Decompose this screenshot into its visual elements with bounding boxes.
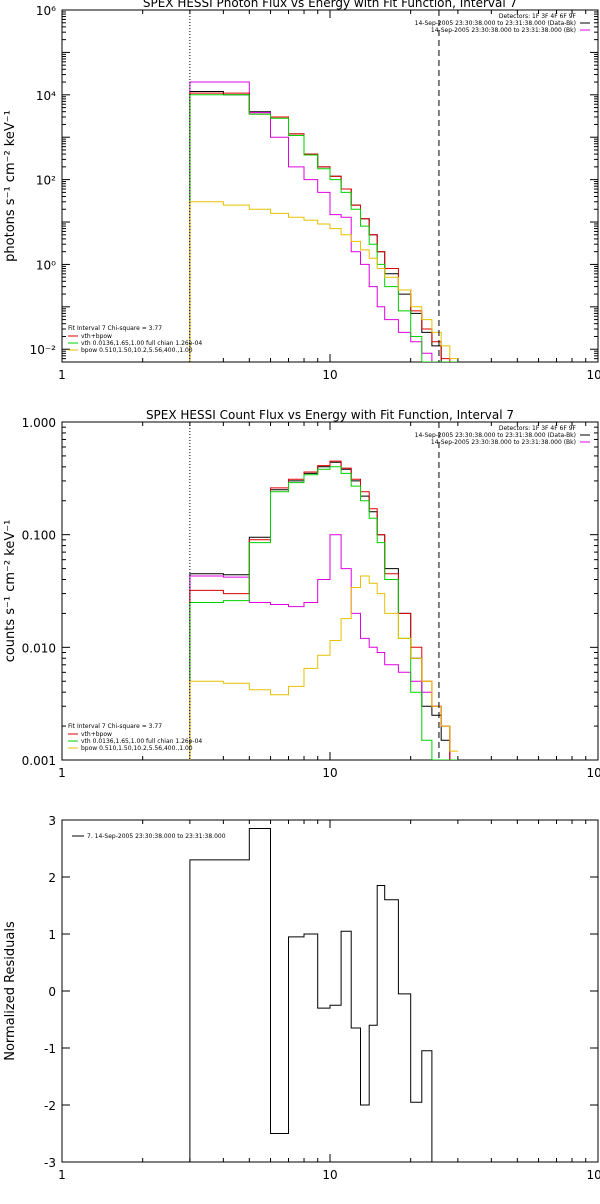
- x-tick-label: 1: [58, 766, 66, 780]
- series-line-bpow: [189, 575, 458, 760]
- series-line-data: [189, 461, 458, 760]
- y-tick-label: 10⁻²: [30, 343, 57, 357]
- fit-legend-entry: bpow 0.510,1.50,10.2,5.56,400.,1.00: [81, 347, 193, 354]
- series-group: [189, 828, 442, 1162]
- y-tick-label: 0.010: [22, 641, 56, 655]
- y-tick-label: 2: [48, 871, 56, 885]
- series-group: [189, 460, 458, 760]
- y-axis-label: photons s⁻¹ cm⁻² keV⁻¹: [3, 110, 18, 262]
- y-tick-label: 0: [48, 985, 56, 999]
- y-tick-label: 10²: [36, 174, 56, 188]
- y-axis-label: Normalized Residuals: [3, 921, 18, 1061]
- y-tick-label: -3: [44, 1156, 56, 1170]
- series-line-data: [189, 91, 458, 362]
- x-tick-label: 10: [322, 368, 337, 382]
- y-tick-label: 1.000: [22, 416, 56, 430]
- residual-legend: 7. 14-Sep-2005 23:30:38.000 to 23:31:38.…: [87, 833, 226, 840]
- header-line: Detectors: 1F 3F 4F 6F 9F: [499, 425, 577, 432]
- plot-frame: [61, 421, 599, 761]
- header-line: Detectors: 1F 3F 4F 6F 9F: [499, 13, 577, 20]
- y-tick-label: -2: [44, 1099, 56, 1113]
- y-tick-label: 3: [48, 814, 56, 828]
- y-tick-label: -1: [44, 1042, 56, 1056]
- x-tick-label: 10: [322, 766, 337, 780]
- y-tick-label: 10⁴: [36, 89, 56, 103]
- series-line-vth: [189, 466, 458, 760]
- plot-frame: [61, 9, 599, 363]
- fit-legend-entry: vth+bpow: [81, 731, 112, 738]
- series-line-background_model: [189, 81, 458, 362]
- series-line-data: [189, 828, 442, 1162]
- fit-legend-entry: vth+bpow: [81, 333, 112, 340]
- fit-legend-entry: bpow 0.510,1.50,10.2,5.56,400.,1.00: [81, 745, 193, 752]
- x-tick-label: 10: [322, 1168, 337, 1182]
- fit-legend-entry: vth 0.0136,1.65,1.00 full chian 1.26e-04: [81, 738, 202, 745]
- chart-panel-3: Normalized Residuals 1 10 100 -3 -2 -1 0 1 2 3 7. 1…: [3, 814, 600, 1182]
- series-line-total_fit: [189, 460, 458, 760]
- series-line-total_fit: [189, 92, 458, 362]
- y-tick-label: 0.001: [22, 754, 56, 768]
- header-line: 14-Sep-2005 23:30:38.000 to 23:31:38.000…: [431, 27, 576, 34]
- chart-panel-1: SPEX HESSI Photon Flux vs Energy with Fi…: [3, 0, 600, 382]
- x-tick-label: 100: [587, 1168, 600, 1182]
- plot-frame: [61, 819, 599, 1163]
- chart-panel-2: SPEX HESSI Count Flux vs Energy with Fit…: [3, 408, 600, 780]
- fit-legend-entry: vth 0.0136,1.65,1.00 full chian 1.26e-04: [81, 340, 202, 347]
- y-tick-label: 1: [48, 928, 56, 942]
- series-line-bpow: [189, 201, 458, 362]
- chart-title: SPEX HESSI Photon Flux vs Energy with Fi…: [143, 0, 517, 10]
- y-tick-label: 10⁶: [36, 4, 56, 18]
- series-line-background_model: [189, 534, 458, 760]
- fit-legend-title: Fit Interval 7 Chi-square = 3.77: [68, 325, 162, 332]
- header-line: 14-Sep-2005 23:30:38.000 to 23:31:38.000…: [415, 432, 576, 439]
- y-axis-label: counts s⁻¹ cm⁻² keV⁻¹: [3, 520, 18, 663]
- x-tick-label: 1: [58, 368, 66, 382]
- x-tick-label: 100: [587, 766, 600, 780]
- header-line: 14-Sep-2005 23:30:38.000 to 23:31:38.000…: [415, 20, 576, 27]
- fit-legend-title: Fit Interval 7 Chi-square = 3.77: [68, 723, 162, 730]
- series-line-vth: [189, 94, 458, 362]
- chart-title: SPEX HESSI Count Flux vs Energy with Fit…: [146, 408, 514, 422]
- y-tick-label: 10⁰: [36, 258, 56, 272]
- header-line: 14-Sep-2005 23:30:38.000 to 23:31:38.000…: [431, 439, 576, 446]
- series-group: [189, 81, 458, 362]
- x-tick-label: 1: [58, 1168, 66, 1182]
- x-tick-label: 100: [587, 368, 600, 382]
- y-tick-label: 0.100: [22, 529, 56, 543]
